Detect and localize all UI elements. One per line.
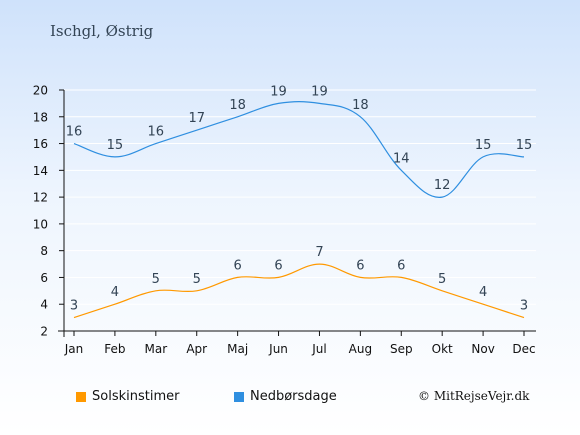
x-tick-label-jun: Jun <box>268 342 288 356</box>
x-tick-label-mar: Mar <box>144 342 167 356</box>
axes <box>58 89 536 337</box>
y-tick-label-18: 18 <box>33 110 48 124</box>
data-label-sun-okt: 5 <box>438 272 446 287</box>
y-tick-labels: 2 4 6 8 10 12 14 16 18 20 <box>33 84 48 339</box>
grid-lines <box>64 89 536 332</box>
copyright-text: © MitRejseVejr.dk <box>418 389 530 403</box>
y-tick-label-8: 8 <box>40 244 48 258</box>
y-tick-label-6: 6 <box>40 271 48 285</box>
x-tick-label-dec: Dec <box>512 342 535 356</box>
data-label-rain-dec: 15 <box>516 138 533 153</box>
data-label-rain-maj: 18 <box>229 98 246 113</box>
y-tick-label-20: 20 <box>33 84 48 98</box>
data-label-rain-apr: 17 <box>188 111 205 126</box>
series-line-rain <box>73 101 525 198</box>
x-tick-label-feb: Feb <box>104 342 125 356</box>
data-label-sun-aug: 6 <box>356 258 364 273</box>
x-tick-label-okt: Okt <box>432 342 453 356</box>
data-label-sun-dec: 3 <box>520 299 528 314</box>
x-tick-label-jan: Jan <box>64 342 84 356</box>
data-label-sun-nov: 4 <box>479 285 487 300</box>
legend-label-sun[interactable]: Solskinstimer <box>92 389 180 404</box>
data-label-rain-sep: 14 <box>393 151 410 166</box>
data-label-sun-jun: 6 <box>274 258 282 273</box>
x-tick-label-nov: Nov <box>471 342 494 356</box>
data-label-sun-sep: 6 <box>397 258 405 273</box>
data-label-rain-aug: 18 <box>352 98 369 113</box>
data-label-sun-feb: 4 <box>111 285 119 300</box>
data-label-rain-jun: 19 <box>270 84 287 99</box>
y-tick-label-12: 12 <box>33 191 48 205</box>
data-labels: 3 4 5 5 6 6 7 6 6 5 4 3 16 15 16 17 18 19 19 18 14 12 15 15 <box>66 84 533 313</box>
data-label-rain-nov: 15 <box>475 138 492 153</box>
data-label-sun-jul: 7 <box>315 245 323 260</box>
data-label-sun-jan: 3 <box>70 299 78 314</box>
data-label-rain-okt: 12 <box>434 178 451 193</box>
series-line-sun <box>73 263 525 319</box>
legend-swatch-rain <box>234 392 244 402</box>
x-tick-label-aug: Aug <box>349 342 372 356</box>
y-tick-label-10: 10 <box>33 217 48 231</box>
y-tick-label-16: 16 <box>33 137 48 151</box>
x-tick-labels: Jan Feb Mar Apr Maj Jun Jul Aug Sep Okt Nov Dec <box>64 342 536 356</box>
data-label-rain-jul: 19 <box>311 84 328 99</box>
chart-title: Ischgl, Østrig <box>50 22 154 40</box>
data-label-sun-mar: 5 <box>152 272 160 287</box>
x-tick-label-jul: Jul <box>311 342 326 356</box>
data-label-sun-maj: 6 <box>233 258 241 273</box>
data-label-rain-mar: 16 <box>148 125 165 140</box>
legend-label-rain[interactable]: Nedbørsdage <box>250 389 337 404</box>
legend-swatch-sun <box>76 392 86 402</box>
data-label-rain-jan: 16 <box>66 125 83 140</box>
series-lines <box>73 101 525 319</box>
x-tick-label-maj: Maj <box>227 342 248 356</box>
data-label-rain-feb: 15 <box>107 138 124 153</box>
y-tick-label-2: 2 <box>40 325 48 339</box>
y-tick-label-4: 4 <box>40 298 48 312</box>
y-tick-label-14: 14 <box>33 164 48 178</box>
x-tick-label-apr: Apr <box>186 342 207 356</box>
x-tick-label-sep: Sep <box>390 342 413 356</box>
data-label-sun-apr: 5 <box>193 272 201 287</box>
